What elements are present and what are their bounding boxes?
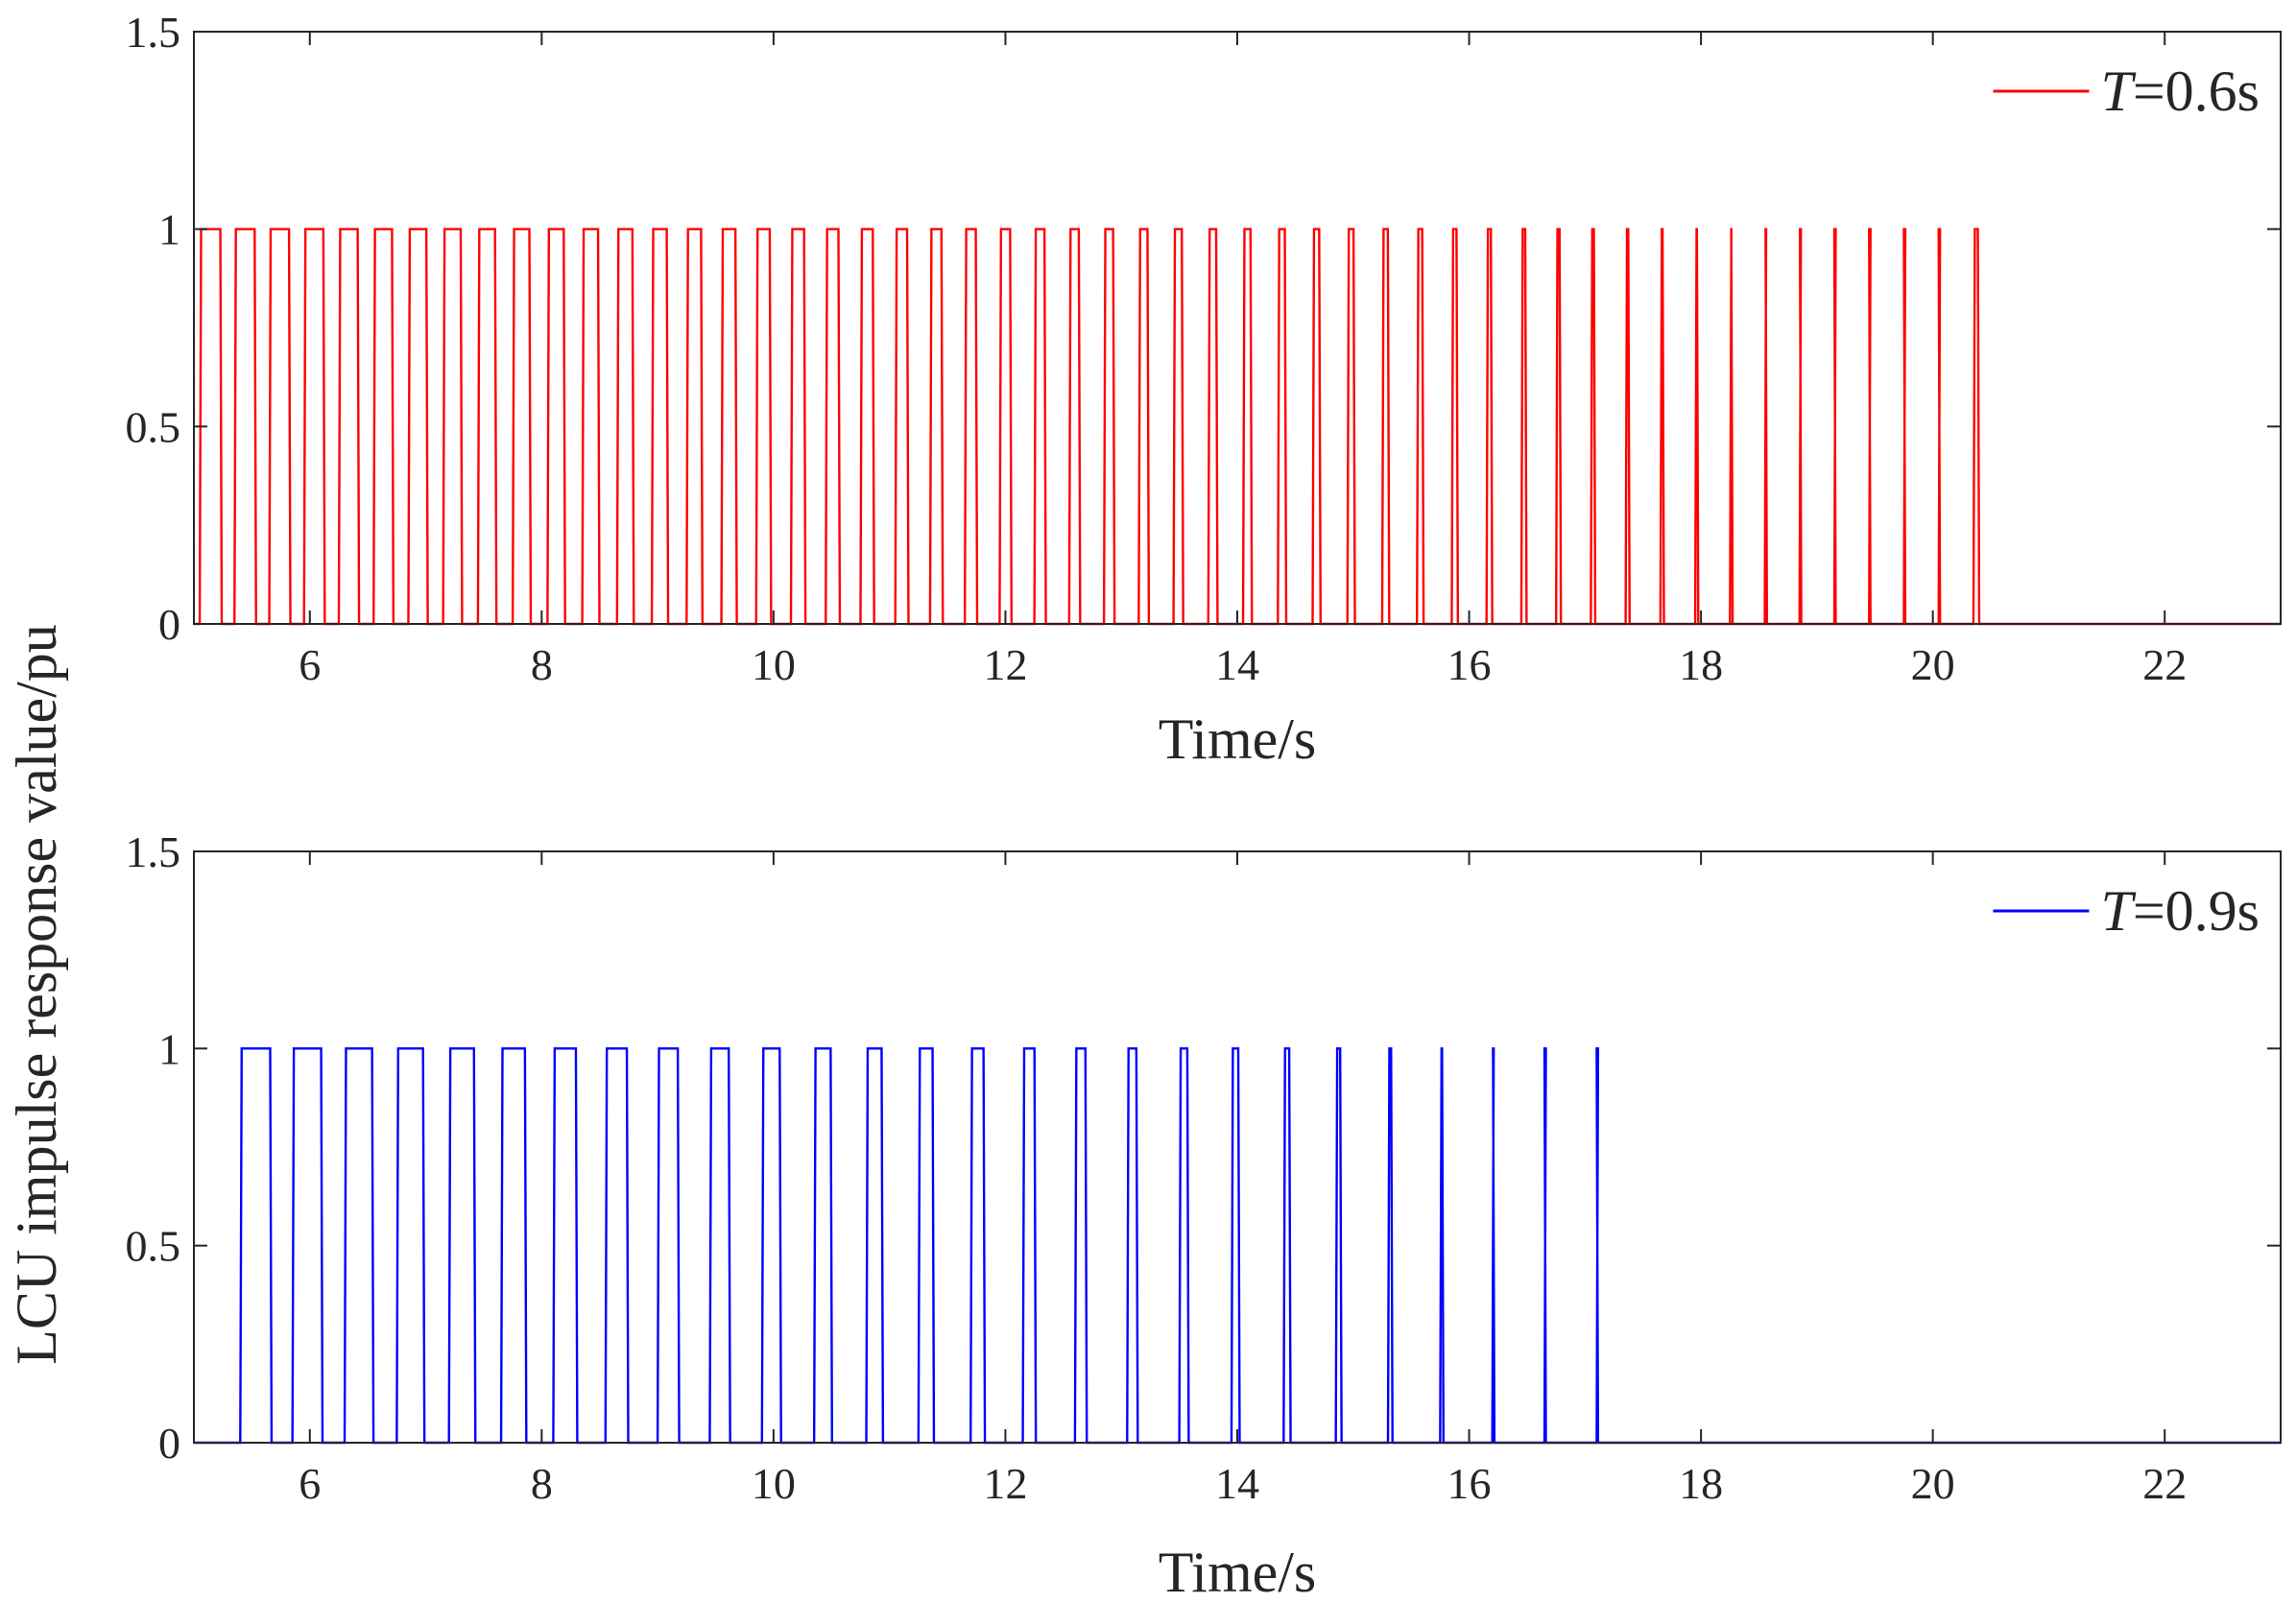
top-plot-x-tick-label: 20 bbox=[1911, 640, 1955, 689]
top-plot-x-tick-label: 12 bbox=[983, 640, 1027, 689]
top-plot-x-tick-label: 18 bbox=[1679, 640, 1723, 689]
top-plot-legend: T=0.6s bbox=[1993, 60, 2260, 123]
top-plot-x-tick-label: 14 bbox=[1215, 640, 1259, 689]
top-plot-legend-variable: T bbox=[2100, 60, 2136, 123]
bottom-plot-series-line bbox=[194, 1047, 2281, 1445]
top-plot-y-tick-label: 1.5 bbox=[126, 8, 181, 57]
bottom-plot-y-tick-label: 1 bbox=[158, 1024, 180, 1073]
top-plot-x-tick-label: 16 bbox=[1447, 640, 1492, 689]
top-plot-y-tick-label: 1 bbox=[158, 205, 180, 254]
top-plot-y-tick-label: 0 bbox=[158, 600, 180, 649]
bottom-plot-legend-label: T=0.9s bbox=[2100, 879, 2260, 943]
y-axis-label: LCU impulse response value/pu bbox=[5, 624, 68, 1365]
top-plot-legend-value: =0.6s bbox=[2133, 60, 2260, 123]
top-plot-x-axis-label: Time/s bbox=[1159, 707, 1317, 771]
bottom-plot-x-axis-label: Time/s bbox=[1159, 1541, 1317, 1603]
bottom-plot-y-tick-label: 0 bbox=[158, 1419, 180, 1468]
top-plot-x-tick-label: 6 bbox=[299, 640, 321, 689]
bottom-plot-x-tick-label: 8 bbox=[531, 1459, 553, 1508]
bottom-plot-legend: T=0.9s bbox=[1993, 879, 2260, 943]
bottom-plot-series bbox=[194, 1047, 2281, 1445]
bottom-plot-x-tick-label: 16 bbox=[1447, 1459, 1492, 1508]
bottom-plot-ticks: 6 8 10 12 14 16 18 20 22 0 0.5 1 1.5 bbox=[126, 827, 2281, 1508]
top-plot-x-tick-label: 10 bbox=[752, 640, 796, 689]
bottom-plot-y-tick-label: 0.5 bbox=[126, 1222, 181, 1271]
bottom-plot-legend-value: =0.9s bbox=[2133, 879, 2260, 943]
bottom-plot-x-tick-label: 18 bbox=[1679, 1459, 1723, 1508]
top-plot-y-tick-label: 0.5 bbox=[126, 402, 181, 451]
top-plot-panel: 6 8 10 12 14 16 18 20 22 0 0.5 1 1.5 Time/s T=0.6s bbox=[126, 8, 2282, 771]
bottom-plot-y-tick-label: 1.5 bbox=[126, 827, 181, 876]
bottom-plot-legend-variable: T bbox=[2100, 879, 2136, 943]
bottom-plot-x-tick-label: 14 bbox=[1215, 1459, 1259, 1508]
top-plot-x-tick-label: 22 bbox=[2142, 640, 2187, 689]
bottom-plot-x-tick-label: 6 bbox=[299, 1459, 321, 1508]
top-plot-legend-label: T=0.6s bbox=[2100, 60, 2260, 123]
bottom-plot-x-tick-label: 12 bbox=[983, 1459, 1027, 1508]
bottom-plot-x-tick-label: 10 bbox=[752, 1459, 796, 1508]
bottom-plot-x-tick-label: 22 bbox=[2142, 1459, 2187, 1508]
bottom-plot-x-tick-label: 20 bbox=[1911, 1459, 1955, 1508]
top-plot-ticks: 6 8 10 12 14 16 18 20 22 0 0.5 1 1.5 bbox=[126, 8, 2281, 689]
top-plot-x-tick-label: 8 bbox=[531, 640, 553, 689]
bottom-plot-panel: 6 8 10 12 14 16 18 20 22 0 0.5 1 1.5 Time/s T=0.9s bbox=[126, 827, 2282, 1603]
